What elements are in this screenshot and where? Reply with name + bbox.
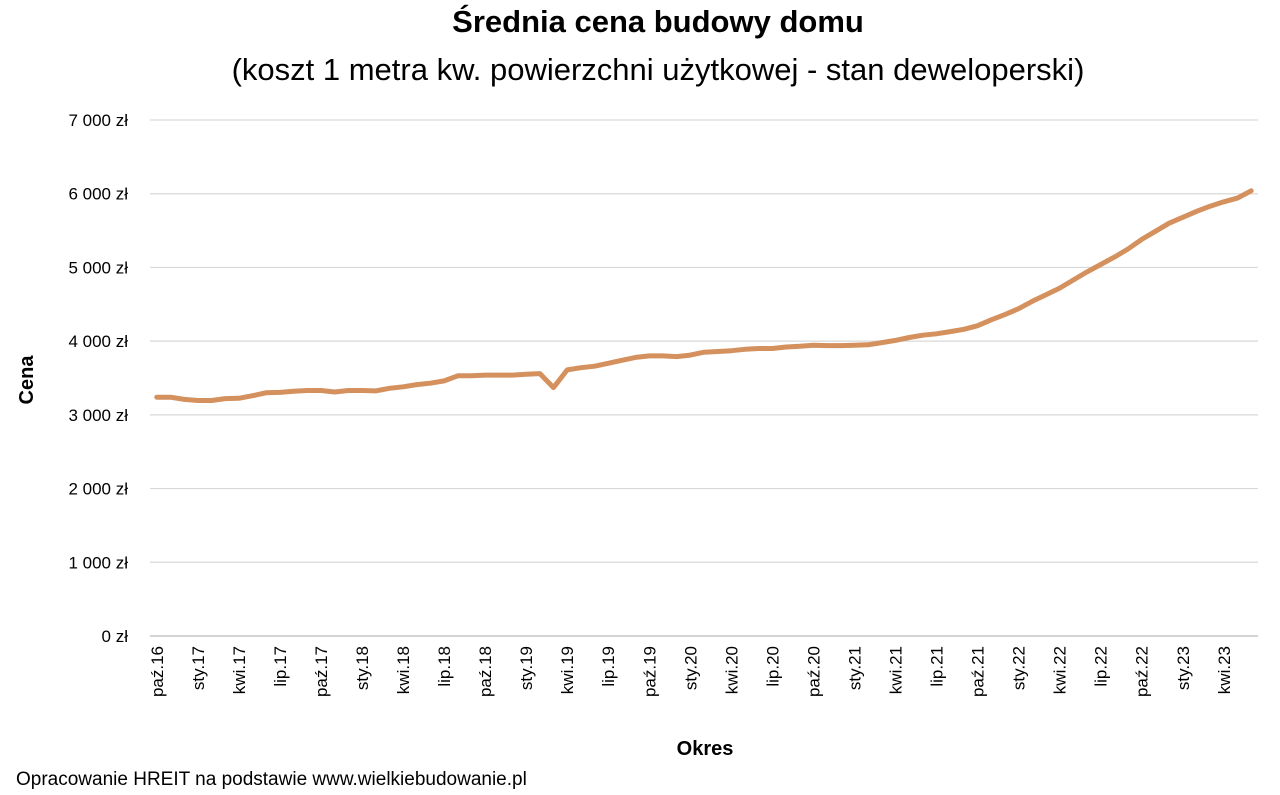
y-tick-label: 7 000 zł bbox=[68, 111, 128, 130]
y-tick-label: 4 000 zł bbox=[68, 332, 128, 351]
x-axis-title: Okres bbox=[677, 738, 734, 760]
x-tick-label: kwi.19 bbox=[558, 646, 577, 694]
x-tick-label: sty.20 bbox=[681, 646, 700, 690]
x-tick-label: kwi.17 bbox=[230, 646, 249, 694]
x-tick-label: sty.18 bbox=[353, 646, 372, 690]
x-tick-label: sty.21 bbox=[845, 646, 864, 690]
x-tick-label: paź.17 bbox=[312, 646, 331, 697]
x-tick-label: paź.22 bbox=[1133, 646, 1152, 697]
x-tick-label: paź.18 bbox=[476, 646, 495, 697]
x-tick-label: kwi.20 bbox=[722, 646, 741, 694]
source-note: Opracowanie HREIT na podstawie www.wielk… bbox=[16, 769, 527, 790]
x-tick-label: paź.16 bbox=[148, 646, 167, 697]
y-axis-title: Cena bbox=[16, 355, 38, 405]
x-tick-label: lip.20 bbox=[763, 646, 782, 687]
chart-subtitle: (koszt 1 metra kw. powierzchni użytkowej… bbox=[232, 52, 1085, 87]
x-tick-label: kwi.23 bbox=[1215, 646, 1234, 694]
y-tick-label: 6 000 zł bbox=[68, 185, 128, 204]
x-tick-label: sty.23 bbox=[1174, 646, 1193, 690]
x-tick-label: lip.17 bbox=[271, 646, 290, 687]
x-tick-label: paź.19 bbox=[640, 646, 659, 697]
y-tick-label: 3 000 zł bbox=[68, 406, 128, 425]
x-tick-label: kwi.18 bbox=[394, 646, 413, 694]
chart-title: Średnia cena budowy domu bbox=[452, 3, 864, 39]
x-tick-label: paź.21 bbox=[969, 646, 988, 697]
x-tick-label: sty.17 bbox=[189, 646, 208, 690]
x-tick-label: kwi.21 bbox=[887, 646, 906, 694]
x-tick-label: sty.22 bbox=[1010, 646, 1029, 690]
y-tick-label: 5 000 zł bbox=[68, 258, 128, 277]
x-tick-label: kwi.22 bbox=[1051, 646, 1070, 694]
x-tick-label: lip.19 bbox=[599, 646, 618, 687]
x-tick-label: lip.21 bbox=[928, 646, 947, 687]
x-tick-label: paź.20 bbox=[804, 646, 823, 697]
y-tick-label: 2 000 zł bbox=[68, 480, 128, 499]
line-series bbox=[154, 188, 1254, 403]
x-tick-label: lip.22 bbox=[1092, 646, 1111, 687]
x-tick-label: sty.19 bbox=[517, 646, 536, 690]
y-tick-label: 1 000 zł bbox=[68, 553, 128, 572]
x-tick-label: lip.18 bbox=[435, 646, 454, 687]
y-tick-label: 0 zł bbox=[102, 627, 129, 646]
